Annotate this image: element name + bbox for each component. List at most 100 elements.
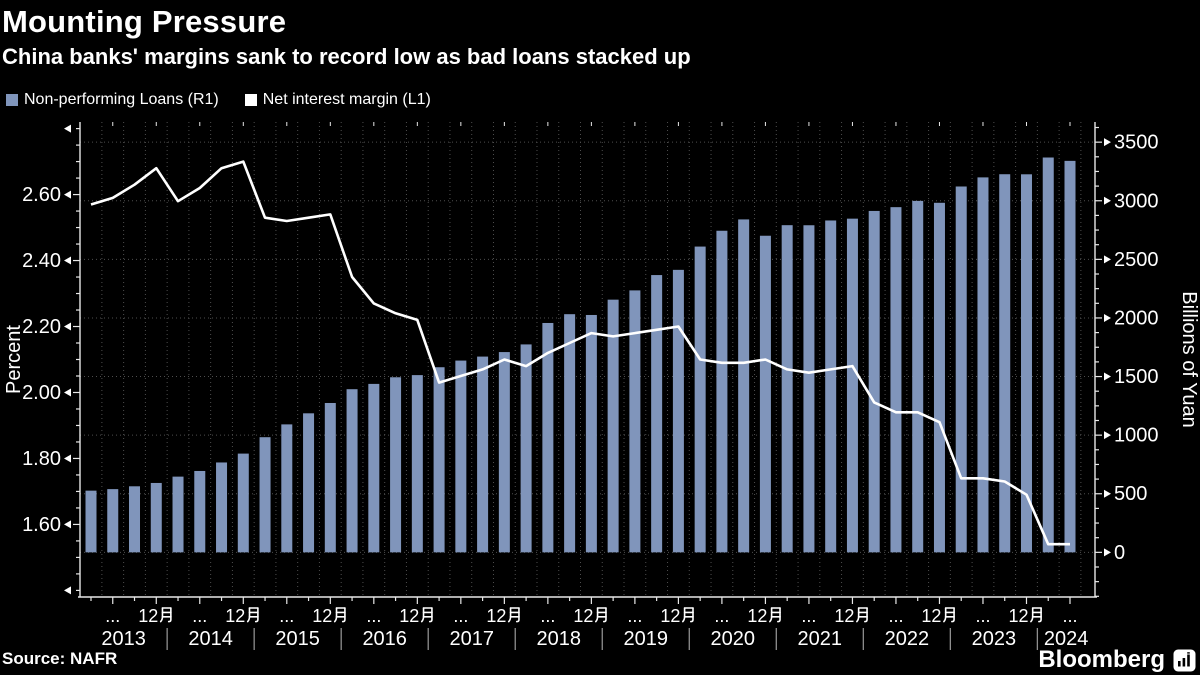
month-kanji-glyph	[246, 607, 259, 623]
npl-series-swatch-icon	[6, 94, 18, 106]
npl-bar	[477, 356, 489, 553]
legend-item-nim[interactable]: Net interest margin (L1)	[244, 91, 431, 109]
source-label: Source: NAFR	[2, 649, 118, 668]
left-tick-arrow-icon	[64, 124, 71, 133]
svg-text:...: ...	[801, 606, 816, 626]
right-tick-arrow-icon	[1104, 255, 1111, 264]
svg-text:...: ...	[888, 606, 903, 626]
svg-text:2.40: 2.40	[22, 250, 61, 272]
nim-line-series	[90, 160, 1070, 546]
left-tick-arrow-icon	[64, 322, 71, 331]
bloomberg-terminal-icon	[1173, 649, 1196, 671]
npl-bar	[237, 453, 249, 553]
npl-bar	[390, 377, 402, 553]
svg-text:...: ...	[105, 606, 120, 626]
month-labels: ... 12... 12... 12... 12... 12... 12... 12... 12…	[105, 606, 1077, 626]
svg-text:...: ...	[540, 606, 555, 626]
svg-text:...: ...	[1062, 606, 1077, 626]
right-tick-arrow-icon	[1104, 431, 1111, 440]
svg-text:2.20: 2.20	[22, 316, 61, 338]
svg-text:12: 12	[1008, 606, 1028, 626]
npl-bar	[107, 489, 119, 553]
x-axis	[78, 596, 1097, 604]
svg-text:2013: 2013	[101, 628, 146, 650]
svg-text:...: ...	[366, 606, 381, 626]
npl-bar	[346, 389, 358, 553]
npl-bar	[150, 482, 162, 553]
right-axis: 0 500 1000 1500 2000 2500 3000 3500 Billions of …	[1094, 122, 1200, 597]
svg-text:0: 0	[1114, 542, 1125, 564]
svg-text:...: ...	[714, 606, 729, 626]
npl-bar	[368, 383, 380, 553]
svg-text:1500: 1500	[1114, 366, 1159, 388]
svg-text:12: 12	[747, 606, 767, 626]
npl-bar	[542, 322, 554, 553]
month-kanji-glyph	[594, 607, 607, 623]
svg-text:12: 12	[834, 606, 854, 626]
npl-bar	[933, 202, 945, 553]
npl-bar	[759, 235, 771, 553]
npl-bar	[999, 174, 1011, 553]
svg-text:2018: 2018	[536, 628, 581, 650]
npl-bar	[129, 486, 141, 553]
npl-bar	[846, 218, 858, 553]
npl-bar	[955, 186, 967, 553]
right-tick-arrow-icon	[1104, 196, 1111, 205]
npl-bar	[672, 269, 684, 553]
left-tick-arrow-icon	[64, 520, 71, 529]
svg-text:2014: 2014	[188, 628, 233, 650]
svg-text:...: ...	[453, 606, 468, 626]
right-tick-arrow-icon	[1104, 313, 1111, 322]
npl-bar	[194, 470, 206, 553]
svg-text:...: ...	[192, 606, 207, 626]
npl-bar	[825, 220, 837, 553]
npl-bar	[433, 367, 445, 553]
svg-text:12: 12	[921, 606, 941, 626]
left-tick-arrow-icon	[64, 454, 71, 463]
svg-text:2000: 2000	[1114, 307, 1159, 329]
left-tick-arrow-icon	[64, 388, 71, 397]
npl-bar	[890, 207, 902, 553]
npl-bar	[564, 314, 576, 553]
npl-bars-series	[85, 157, 1076, 553]
right-tick-arrow-icon	[1104, 372, 1111, 381]
svg-text:2024: 2024	[1044, 628, 1089, 650]
npl-bar	[803, 225, 815, 553]
chart-subtitle: China banks' margins sank to record low …	[2, 44, 691, 69]
svg-text:12: 12	[312, 606, 332, 626]
chart-title: Mounting Pressure	[2, 4, 287, 39]
svg-text:2.00: 2.00	[22, 382, 61, 404]
npl-bar	[85, 490, 97, 553]
legend-item-npl[interactable]: Non-performing Loans (R1)	[6, 91, 219, 109]
svg-text:3500: 3500	[1114, 132, 1159, 154]
left-tick-arrow-icon	[64, 256, 71, 265]
svg-text:2.60: 2.60	[22, 184, 61, 206]
month-kanji-glyph	[769, 607, 781, 623]
month-kanji-glyph	[333, 607, 346, 623]
npl-bar	[977, 177, 989, 553]
svg-text:12: 12	[138, 606, 158, 626]
right-axis-title: Billions of Yuan	[1178, 291, 1200, 427]
npl-bar	[651, 275, 663, 553]
npl-bar	[716, 230, 728, 553]
svg-text:2019: 2019	[624, 628, 669, 650]
left-tick-arrow-icon	[64, 190, 71, 199]
svg-text:...: ...	[279, 606, 294, 626]
svg-text:2017: 2017	[449, 628, 494, 650]
svg-text:12: 12	[486, 606, 506, 626]
npl-bar	[781, 225, 793, 553]
npl-bar	[868, 210, 880, 553]
svg-text:500: 500	[1114, 483, 1147, 505]
npl-bar	[738, 219, 750, 553]
svg-text:2022: 2022	[885, 628, 930, 650]
month-kanji-glyph	[507, 607, 520, 623]
npl-bar	[455, 360, 467, 553]
left-tick-arrow-icon	[64, 586, 71, 595]
npl-bar	[629, 290, 641, 553]
bloomberg-logo: Bloomberg	[1038, 646, 1196, 674]
svg-text:2023: 2023	[972, 628, 1017, 650]
svg-text:12: 12	[399, 606, 419, 626]
npl-bar	[1020, 174, 1032, 553]
svg-text:...: ...	[627, 606, 642, 626]
